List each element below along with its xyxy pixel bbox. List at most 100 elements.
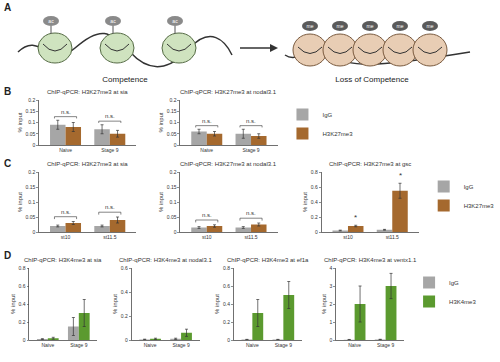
svg-text:0.6: 0.6 (19, 283, 26, 289)
svg-text:ChIP-qPCR: H3K4me3 at nodal3.1: ChIP-qPCR: H3K4me3 at nodal3.1 (119, 257, 212, 263)
svg-text:0: 0 (125, 337, 128, 343)
svg-text:4: 4 (330, 265, 333, 271)
svg-text:H3K27me3: H3K27me3 (322, 131, 353, 137)
svg-text:Stage 9: Stage 9 (377, 342, 394, 348)
svg-text:0.6: 0.6 (121, 265, 128, 271)
svg-text:ChIP-qPCR: H3K27me3 at nodal3.: ChIP-qPCR: H3K27me3 at nodal3.1 (180, 89, 277, 95)
svg-text:Naive: Naive (246, 342, 259, 348)
svg-text:me: me (397, 23, 404, 29)
svg-text:IgG: IgG (322, 112, 332, 118)
svg-text:n.s.: n.s. (61, 209, 71, 215)
svg-text:0.15: 0.15 (26, 184, 36, 190)
svg-text:IgG: IgG (464, 184, 474, 190)
svg-text:% input: % input (17, 112, 23, 132)
svg-text:st11.5: st11.5 (244, 234, 257, 240)
svg-text:Stage 9: Stage 9 (101, 147, 118, 153)
svg-text:Naive: Naive (59, 147, 72, 153)
svg-text:0: 0 (23, 337, 26, 343)
svg-text:ChIP-qPCR: H3K27me3 at sia: ChIP-qPCR: H3K27me3 at sia (47, 89, 128, 95)
svg-text:*: * (399, 171, 402, 180)
svg-text:% input: % input (112, 294, 118, 314)
svg-text:% input: % input (10, 294, 16, 314)
svg-text:Loss of Competence: Loss of Competence (335, 75, 409, 84)
svg-text:0.6: 0.6 (223, 283, 230, 289)
svg-text:0.4: 0.4 (19, 301, 26, 307)
svg-text:Stage 9: Stage 9 (275, 342, 292, 348)
svg-text:0.05: 0.05 (167, 214, 177, 220)
svg-text:0.15: 0.15 (167, 184, 177, 190)
svg-text:% input: % input (158, 192, 164, 212)
svg-text:0.2: 0.2 (311, 214, 318, 220)
svg-text:0.05: 0.05 (26, 131, 36, 137)
svg-text:ac: ac (110, 18, 116, 24)
svg-text:0.2: 0.2 (28, 97, 35, 103)
svg-text:0.8: 0.8 (19, 265, 26, 271)
svg-text:H3K4me3: H3K4me3 (449, 299, 476, 305)
svg-text:st10: st10 (61, 234, 71, 240)
svg-text:0: 0 (174, 229, 177, 235)
svg-text:n.s.: n.s. (246, 118, 256, 124)
svg-text:0.05: 0.05 (26, 214, 36, 220)
svg-text:n.s.: n.s. (202, 118, 212, 124)
svg-text:ChIP-qPCR: H3K4me3 at ventx1.1: ChIP-qPCR: H3K4me3 at ventx1.1 (324, 257, 417, 263)
svg-text:0: 0 (174, 142, 177, 148)
svg-text:Naive: Naive (144, 342, 157, 348)
svg-text:0: 0 (32, 229, 35, 235)
svg-text:0.05: 0.05 (167, 131, 177, 137)
svg-text:0.2: 0.2 (170, 169, 177, 175)
svg-text:st10: st10 (202, 234, 212, 240)
svg-text:ChIP-qPCR: H3K27me3 at nodal3.: ChIP-qPCR: H3K27me3 at nodal3.1 (180, 161, 277, 167)
svg-text:0.15: 0.15 (26, 108, 36, 114)
svg-text:st11.5: st11.5 (386, 234, 399, 240)
svg-text:0.8: 0.8 (311, 169, 318, 175)
svg-text:0.1: 0.1 (170, 199, 177, 205)
svg-text:Naive: Naive (348, 342, 361, 348)
svg-text:n.s.: n.s. (105, 113, 115, 119)
svg-text:st10: st10 (343, 234, 353, 240)
svg-text:me: me (307, 23, 314, 29)
svg-text:0: 0 (227, 337, 230, 343)
svg-text:n.s.: n.s. (61, 109, 71, 115)
svg-text:Stage 9: Stage 9 (172, 342, 189, 348)
svg-text:0.2: 0.2 (223, 319, 230, 325)
svg-text:Naive: Naive (41, 342, 54, 348)
svg-text:0.2: 0.2 (19, 319, 26, 325)
svg-text:0.1: 0.1 (28, 199, 35, 205)
svg-text:ac: ac (48, 18, 54, 24)
svg-text:% input: % input (17, 192, 23, 212)
svg-text:0.4: 0.4 (121, 289, 128, 295)
svg-text:% input: % input (302, 192, 308, 212)
svg-text:H3K27me3: H3K27me3 (464, 203, 495, 209)
svg-text:% input: % input (321, 294, 327, 314)
svg-text:0.1: 0.1 (170, 119, 177, 125)
svg-text:Stage 9: Stage 9 (70, 342, 87, 348)
svg-text:n.s.: n.s. (246, 210, 256, 216)
svg-text:ChIP-qPCR: H3K4me3 at ef1a: ChIP-qPCR: H3K4me3 at ef1a (227, 257, 309, 263)
svg-text:0: 0 (330, 337, 333, 343)
svg-text:Competence: Competence (102, 75, 148, 84)
svg-text:0: 0 (315, 229, 318, 235)
svg-text:% input: % input (158, 112, 164, 132)
svg-text:0.4: 0.4 (223, 301, 230, 307)
svg-text:0.15: 0.15 (167, 108, 177, 114)
svg-text:me: me (337, 23, 344, 29)
svg-text:0.4: 0.4 (311, 199, 318, 205)
svg-text:ac: ac (172, 18, 178, 24)
svg-text:n.s.: n.s. (105, 204, 115, 210)
svg-text:ChIP-qPCR: H3K27me3 at gsc: ChIP-qPCR: H3K27me3 at gsc (329, 161, 411, 167)
svg-text:*: * (354, 213, 357, 222)
svg-text:ChIP-qPCR: H3K4me3 at sia: ChIP-qPCR: H3K4me3 at sia (24, 257, 102, 263)
svg-text:IgG: IgG (449, 280, 459, 286)
svg-text:0.2: 0.2 (28, 169, 35, 175)
svg-text:Naive: Naive (200, 147, 213, 153)
svg-text:n.s.: n.s. (202, 212, 212, 218)
svg-text:0.8: 0.8 (223, 265, 230, 271)
svg-text:0.1: 0.1 (28, 119, 35, 125)
svg-text:0.2: 0.2 (121, 313, 128, 319)
svg-text:% input: % input (214, 294, 220, 314)
svg-text:0.6: 0.6 (311, 184, 318, 190)
svg-text:me: me (427, 23, 434, 29)
svg-text:1: 1 (330, 319, 333, 325)
svg-text:3: 3 (330, 283, 333, 289)
svg-text:me: me (367, 23, 374, 29)
